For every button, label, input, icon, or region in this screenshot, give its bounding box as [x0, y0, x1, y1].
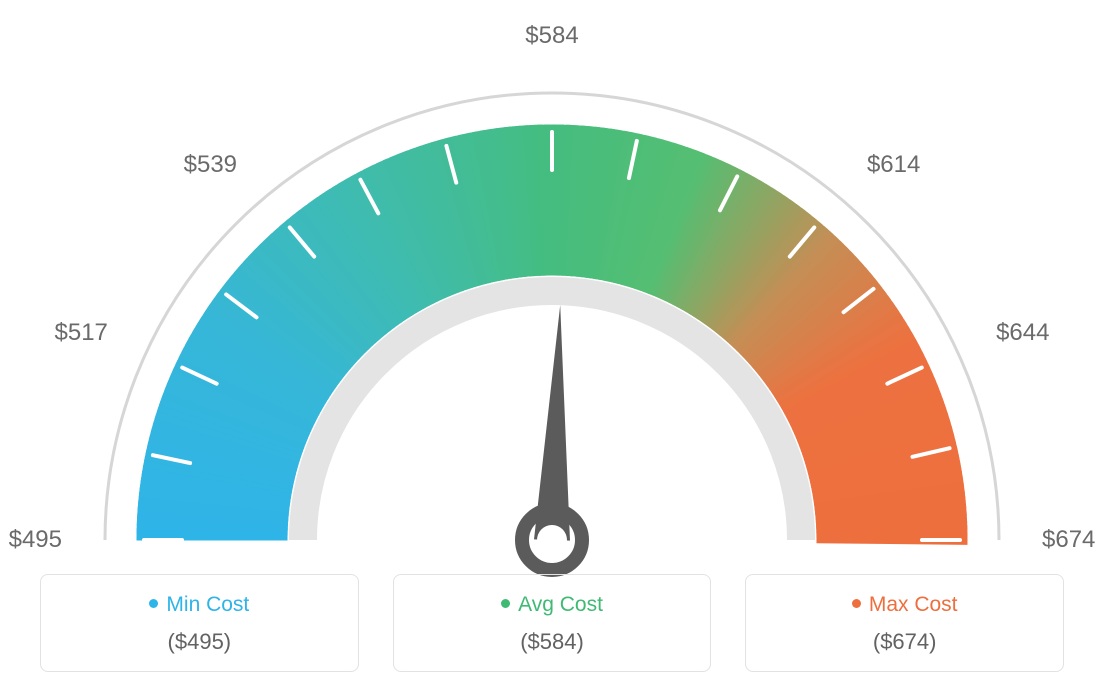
legend-value-max: ($674): [756, 629, 1053, 655]
gauge-tick-label: $495: [9, 526, 62, 554]
legend-value-min: ($495): [51, 629, 348, 655]
legend-card-avg: Avg Cost ($584): [393, 574, 712, 672]
cost-gauge: $495 $517 $539 $584 $614 $644 $674: [0, 0, 1104, 580]
gauge-needle: [522, 305, 582, 570]
legend-title-min: Min Cost: [51, 593, 348, 617]
legend-card-max: Max Cost ($674): [745, 574, 1064, 672]
gauge-svg: [0, 0, 1104, 580]
legend-row: Min Cost ($495) Avg Cost ($584) Max Cost…: [0, 574, 1104, 672]
gauge-tick-label: $584: [525, 22, 578, 50]
gauge-tick-label: $539: [184, 151, 237, 179]
legend-title-max: Max Cost: [756, 593, 1053, 617]
legend-card-min: Min Cost ($495): [40, 574, 359, 672]
gauge-tick-label: $674: [1042, 526, 1095, 554]
legend-value-avg: ($584): [404, 629, 701, 655]
gauge-tick-label: $614: [867, 151, 920, 179]
legend-title-avg: Avg Cost: [404, 593, 701, 617]
gauge-tick-label: $644: [996, 319, 1049, 347]
gauge-tick-label: $517: [55, 319, 108, 347]
